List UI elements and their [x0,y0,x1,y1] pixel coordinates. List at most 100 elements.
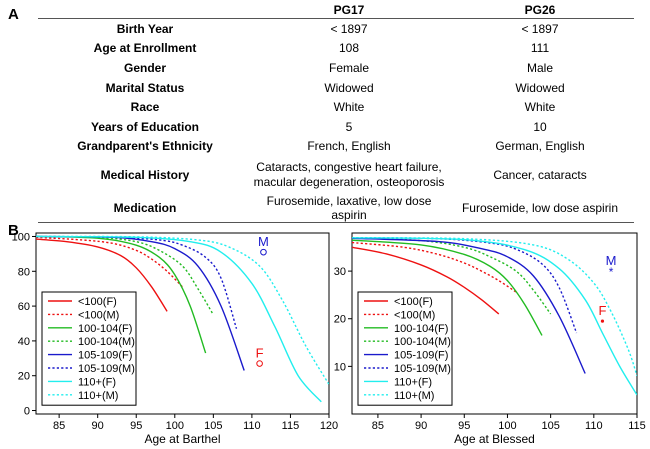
pg26-value: Widowed [515,80,565,95]
pg17-value: Widowed [324,80,374,95]
patient-characteristics-table: PG17 PG26 Birth Year < 1897 < 1897 Age at … [38,1,634,224]
legend-entry: <100(M) [394,309,435,321]
panel-a-letter: A [8,6,19,23]
plot-frame [35,232,330,415]
series-line-110+(F) [36,235,322,403]
row-label: Marital Status [105,80,185,95]
pg17-value: Female [328,60,369,75]
series-line-110+(F) [352,237,637,396]
pg17-value: 108 [338,41,360,56]
series-line-100-104(F) [36,235,207,354]
annotation-marker-F [600,319,605,323]
legend: <100(F)<100(M) 100-104(F)100-104(M) 105-10… [41,291,137,406]
x-tick-label: 105 [204,420,222,432]
y-tick-label: 30 [334,266,346,278]
legend-entry: 105-109(F) [78,350,132,362]
pg17-value: Furosemide, laxative, low dose aspirin [252,194,446,224]
row-label: Years of Education [90,119,200,134]
series-line-<100(M) [352,241,517,293]
row-label: Race [130,100,160,115]
annotation-label-F: F [256,346,264,361]
legend-entry: 110+(M) [78,390,118,402]
series-line-<100(M) [36,236,183,288]
y-tick-label: 80 [18,266,30,278]
pg26-value: German, English [495,139,585,154]
annotation-label-M: M [258,234,269,249]
annotation-label-F: F [598,303,606,318]
legend-entry: 100-104(M) [394,336,451,348]
pg26-value: 111 [530,41,550,56]
x-tick-label: 85 [53,420,65,432]
x-tick-label: 90 [415,420,427,432]
x-axis-title: Age at Blessed [454,432,535,446]
x-tick-label: 110 [243,420,261,432]
pg26-value: 10 [533,119,547,134]
legend-entry: 105-109(M) [394,363,451,375]
pg26-value: < 1897 [521,21,559,36]
table-row: Birth Year < 1897 < 1897 [38,19,634,39]
legend-box [41,291,137,406]
table-row: Age at Enrollment 108 111 [38,39,634,59]
row-label: Birth Year [116,21,174,36]
legend-entry: 100-104(F) [78,323,132,335]
chart-2: 85 90 95 100 105 110 115 10 20 30 Age at Blessed M*… [334,232,646,446]
x-tick-label: 85 [372,420,384,432]
pg17-value: Cataracts, congestive heart failure, mac… [253,160,445,190]
pg17-value: French, English [307,139,391,154]
y-tick-label: 20 [334,314,346,326]
x-tick-label: 95 [458,420,470,432]
x-tick-label: 115 [628,420,646,432]
legend-entry: <100(M) [78,309,119,321]
x-tick-label: 90 [92,420,104,432]
table-row: Gender Female Male [38,58,634,78]
annotation-marker-M: * [609,265,614,279]
row-label: Grandparent's Ethnicity [77,139,213,154]
x-tick-label: 95 [130,420,142,432]
header-pg26: PG26 [446,1,634,19]
table-row: Medical History Cataracts, congestive hea… [38,156,634,194]
y-tick-label: 40 [18,336,30,348]
row-label: Gender [123,60,166,75]
table-row: Race White White [38,97,634,117]
x-tick-label: 115 [282,420,300,432]
table-row: Medication Furosemide, laxative, low dose… [38,194,634,224]
y-tick-label: 0 [24,406,30,418]
panel-b-letter: B [8,222,19,239]
row-label: Medical History [100,167,190,182]
x-tick-label: 105 [541,420,559,432]
row-label: Age at Enrollment [93,41,197,56]
legend: <100(F)<100(M) 100-104(F)100-104(M) 105-10… [357,291,453,406]
series-line-105-109(F) [352,237,586,374]
pg26-value: White [524,100,556,115]
series-line-<100(F) [36,238,168,312]
x-tick-label: 100 [498,420,516,432]
pg17-value: < 1897 [330,21,368,36]
pg17-value: White [333,100,365,115]
legend-entry: 105-109(F) [394,350,448,362]
legend-entry: 100-104(F) [394,323,448,335]
pg26-value: Cancer, cataracts [493,167,587,182]
legend-entry: 105-109(M) [78,363,135,375]
y-tick-label: 100 [12,231,30,243]
header-label-column [38,1,252,19]
series-line-100-104(F) [352,239,543,336]
x-tick-label: 110 [585,420,603,432]
table-row: Years of Education 5 10 [38,117,634,137]
annotation-marker-M [260,248,267,256]
x-tick-label: 120 [320,420,338,432]
legend-entry: <100(F) [394,296,433,308]
row-label: Medication [38,194,252,224]
legend-entry: <100(F) [78,296,117,308]
table-row: Marital Status Widowed Widowed [38,78,634,98]
table-row: Grandparent's Ethnicity French, English Ge… [38,137,634,157]
y-tick-label: 60 [18,301,30,313]
y-tick-label: 20 [18,371,30,383]
plot-frame [351,232,638,415]
pg17-value: 5 [345,119,353,134]
annotation-marker-F [256,360,263,367]
legend-entry: 100-104(M) [78,336,135,348]
x-tick-label: 100 [166,420,184,432]
legend-entry: 110+(F) [78,376,116,388]
pg26-value: Male [526,60,553,75]
